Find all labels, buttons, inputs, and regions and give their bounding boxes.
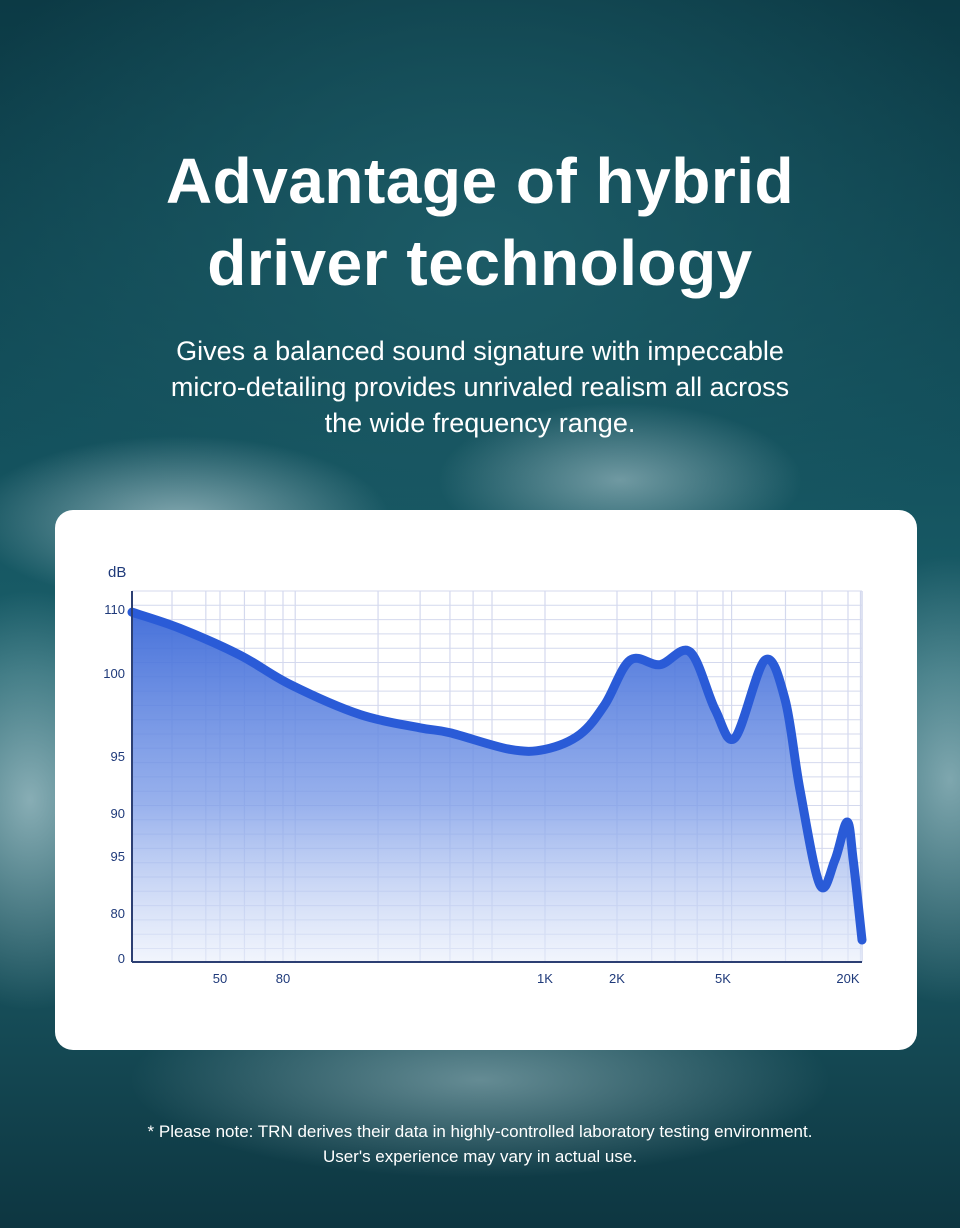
y-tick-label: 0 [118,951,125,966]
page-subtitle: Gives a balanced sound signature with im… [170,336,790,438]
y-tick-label: 110 [104,602,125,617]
response-line [127,607,867,945]
y-tick-label: 80 [111,906,125,921]
y-tick-label: 100 [103,666,125,681]
x-tick-label: 2K [609,971,625,986]
x-tick-label: 80 [276,971,290,986]
chart-card: dB 110 100 95 90 95 80 0 50 80 1K 2K 5K 20K [55,510,917,1050]
y-tick-label: 90 [111,806,125,821]
x-tick-label: 50 [213,971,227,986]
y-axis-label: dB [108,564,126,581]
y-tick-label: 95 [111,849,125,864]
frequency-response-chart: dB 110 100 95 90 95 80 0 50 80 1K 2K 5K 20K [103,564,867,986]
x-tick-label: 1K [537,971,553,986]
x-tick-label: 20K [836,971,859,986]
footnote: * Please note: TRN derives their data in… [147,1122,813,1166]
y-tick-label: 95 [111,749,125,764]
x-tick-label: 5K [715,971,731,986]
page-title: Advantage of hybrid driver technology [165,145,795,299]
response-area [132,612,862,962]
